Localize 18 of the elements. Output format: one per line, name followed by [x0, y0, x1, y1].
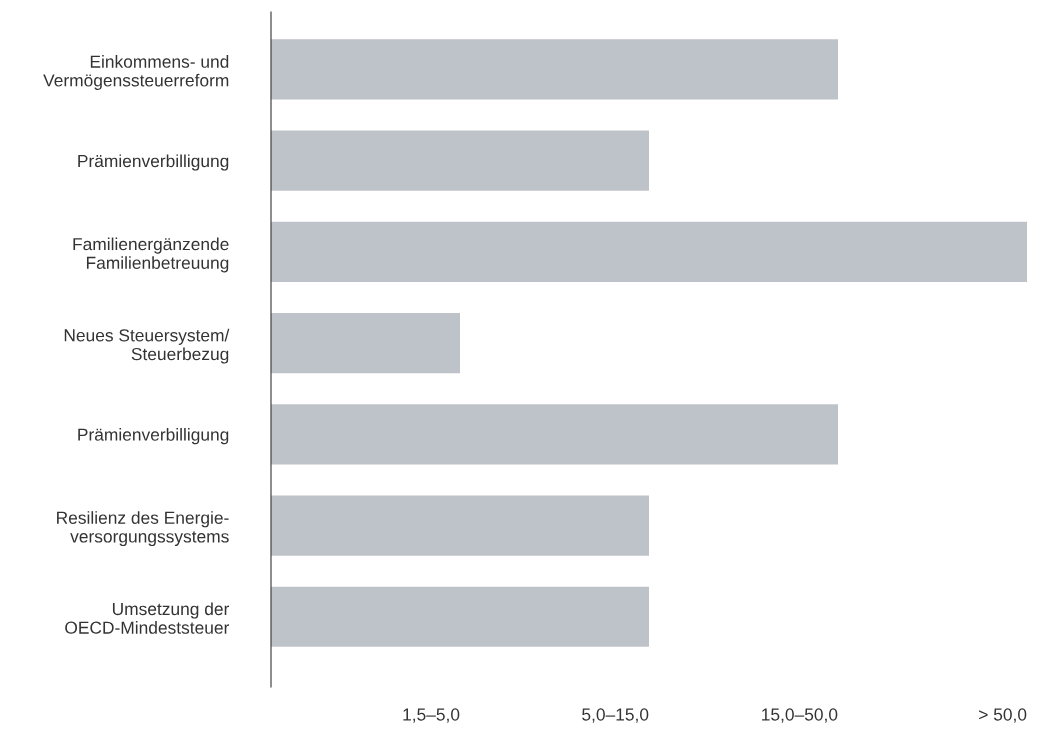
bar	[271, 313, 460, 374]
y-tick-label: Einkommens- und Vermögenssteuerreform	[43, 55, 229, 90]
bar	[271, 130, 649, 191]
bar	[271, 586, 649, 647]
y-tick-label: Umsetzung der OECD-Mindeststeuer	[65, 602, 230, 634]
bar	[271, 404, 838, 465]
text: 1,5–5,0	[403, 708, 460, 723]
text: 5,0–15,0	[582, 708, 649, 723]
y-tick-label: Familienergänzende Familienbetreuung	[73, 237, 229, 273]
bar	[271, 39, 838, 100]
y-tick-label: Resilienz des Energie- versorgungssystems	[57, 511, 229, 547]
bar	[271, 495, 649, 556]
text: 15,0–50,0	[762, 708, 838, 723]
bar	[271, 221, 1027, 282]
text: > 50,0	[979, 708, 1027, 723]
y-tick-label: Prämienverbilligung	[78, 428, 229, 445]
y-tick-label: Neues Steuersystem/ Steuerbezug	[64, 328, 230, 364]
y-tick-label: Prämienverbilligung	[78, 154, 229, 171]
